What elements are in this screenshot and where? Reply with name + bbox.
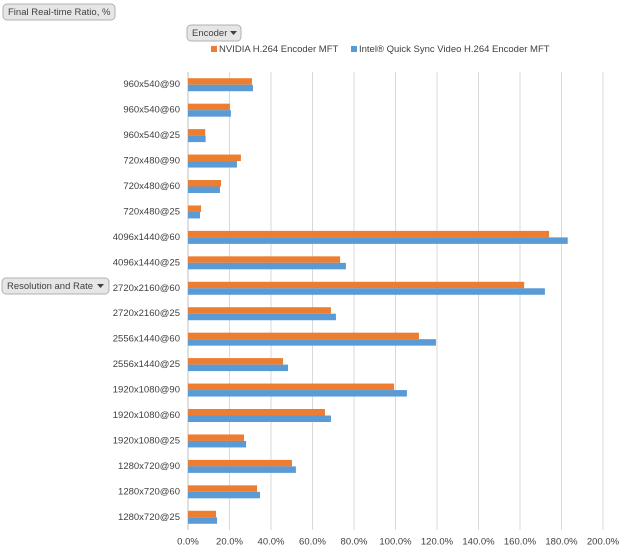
bar [188, 415, 331, 422]
axis-field-label: Resolution and Rate [7, 281, 93, 292]
x-tick-label: 20.0% [216, 537, 243, 548]
bar [188, 517, 218, 524]
legend-label: NVIDIA H.264 Encoder MFT [219, 44, 339, 55]
y-tick-label: 1920x1080@60 [113, 410, 180, 421]
bar [188, 288, 545, 295]
y-tick-label: 4096x1440@25 [113, 257, 180, 268]
bar [188, 313, 336, 321]
bar [188, 383, 395, 391]
y-tick-label: 720x480@25 [123, 206, 180, 217]
bar [188, 281, 525, 289]
x-tick-label: 60.0% [299, 537, 326, 548]
y-tick-label: 1280x720@90 [118, 461, 180, 472]
bar [188, 466, 296, 473]
y-tick-label: 1920x1080@25 [113, 435, 180, 446]
bar [188, 440, 247, 448]
legend-label: Intel® Quick Sync Video H.264 Encoder MF… [359, 44, 550, 55]
y-tick-label: 2720x2160@25 [113, 308, 180, 319]
value-field-button[interactable] [2, 3, 116, 21]
bar [188, 491, 261, 499]
x-tick-label: 160.0% [504, 537, 537, 548]
bar [188, 205, 202, 212]
bar [188, 332, 419, 340]
y-tick-label: 1920x1080@90 [113, 385, 180, 396]
legend-marker [351, 46, 357, 52]
x-tick-label: 100.0% [379, 537, 412, 548]
bar [188, 485, 258, 492]
bar [188, 510, 217, 518]
bar [188, 390, 407, 397]
bar [188, 135, 206, 143]
bar [188, 103, 230, 111]
dropdown-arrow [97, 284, 104, 288]
bar [188, 230, 550, 238]
bar [188, 256, 341, 263]
dropdown-arrow [230, 31, 237, 35]
legend-field-label: Encoder [192, 28, 227, 39]
x-tick-label: 180.0% [545, 537, 578, 548]
y-tick-label: 2720x2160@60 [113, 283, 180, 294]
y-tick-label: 960x540@90 [123, 79, 180, 90]
value-field-label: Final Real-time Ratio, % [8, 7, 111, 18]
bar [188, 339, 436, 346]
bar [188, 186, 220, 193]
bar [188, 459, 292, 467]
bar [188, 84, 253, 92]
x-tick-label: 80.0% [341, 537, 368, 548]
x-tick-label: 140.0% [462, 537, 495, 548]
y-tick-label: 720x480@60 [123, 181, 180, 192]
y-tick-label: 960x540@25 [123, 130, 180, 141]
bar [188, 237, 568, 244]
bar [188, 180, 221, 187]
bar [188, 409, 325, 416]
bar [188, 358, 284, 365]
x-tick-label: 200.0% [587, 537, 620, 548]
bar [188, 161, 237, 168]
legend-marker [211, 46, 217, 52]
bar [188, 154, 241, 162]
y-tick-label: 4096x1440@60 [113, 232, 180, 243]
bar [188, 211, 201, 219]
x-tick-label: 120.0% [421, 537, 454, 548]
y-tick-label: 2556x1440@60 [113, 334, 180, 345]
bar [188, 364, 289, 372]
bar [188, 129, 206, 136]
y-tick-label: 1280x720@25 [118, 512, 180, 523]
y-tick-label: 720x480@90 [123, 156, 180, 167]
legend-field-button[interactable] [186, 24, 242, 42]
bar [188, 307, 331, 314]
x-tick-label: 40.0% [258, 537, 285, 548]
bar [188, 262, 346, 270]
axis-field-button[interactable] [1, 277, 110, 295]
y-tick-label: 960x540@60 [123, 105, 180, 116]
bar [188, 78, 252, 85]
y-tick-label: 1280x720@60 [118, 486, 180, 497]
x-tick-label: 0.0% [177, 537, 199, 548]
y-tick-label: 2556x1440@25 [113, 359, 180, 370]
bar [188, 110, 231, 117]
bar [188, 434, 245, 441]
